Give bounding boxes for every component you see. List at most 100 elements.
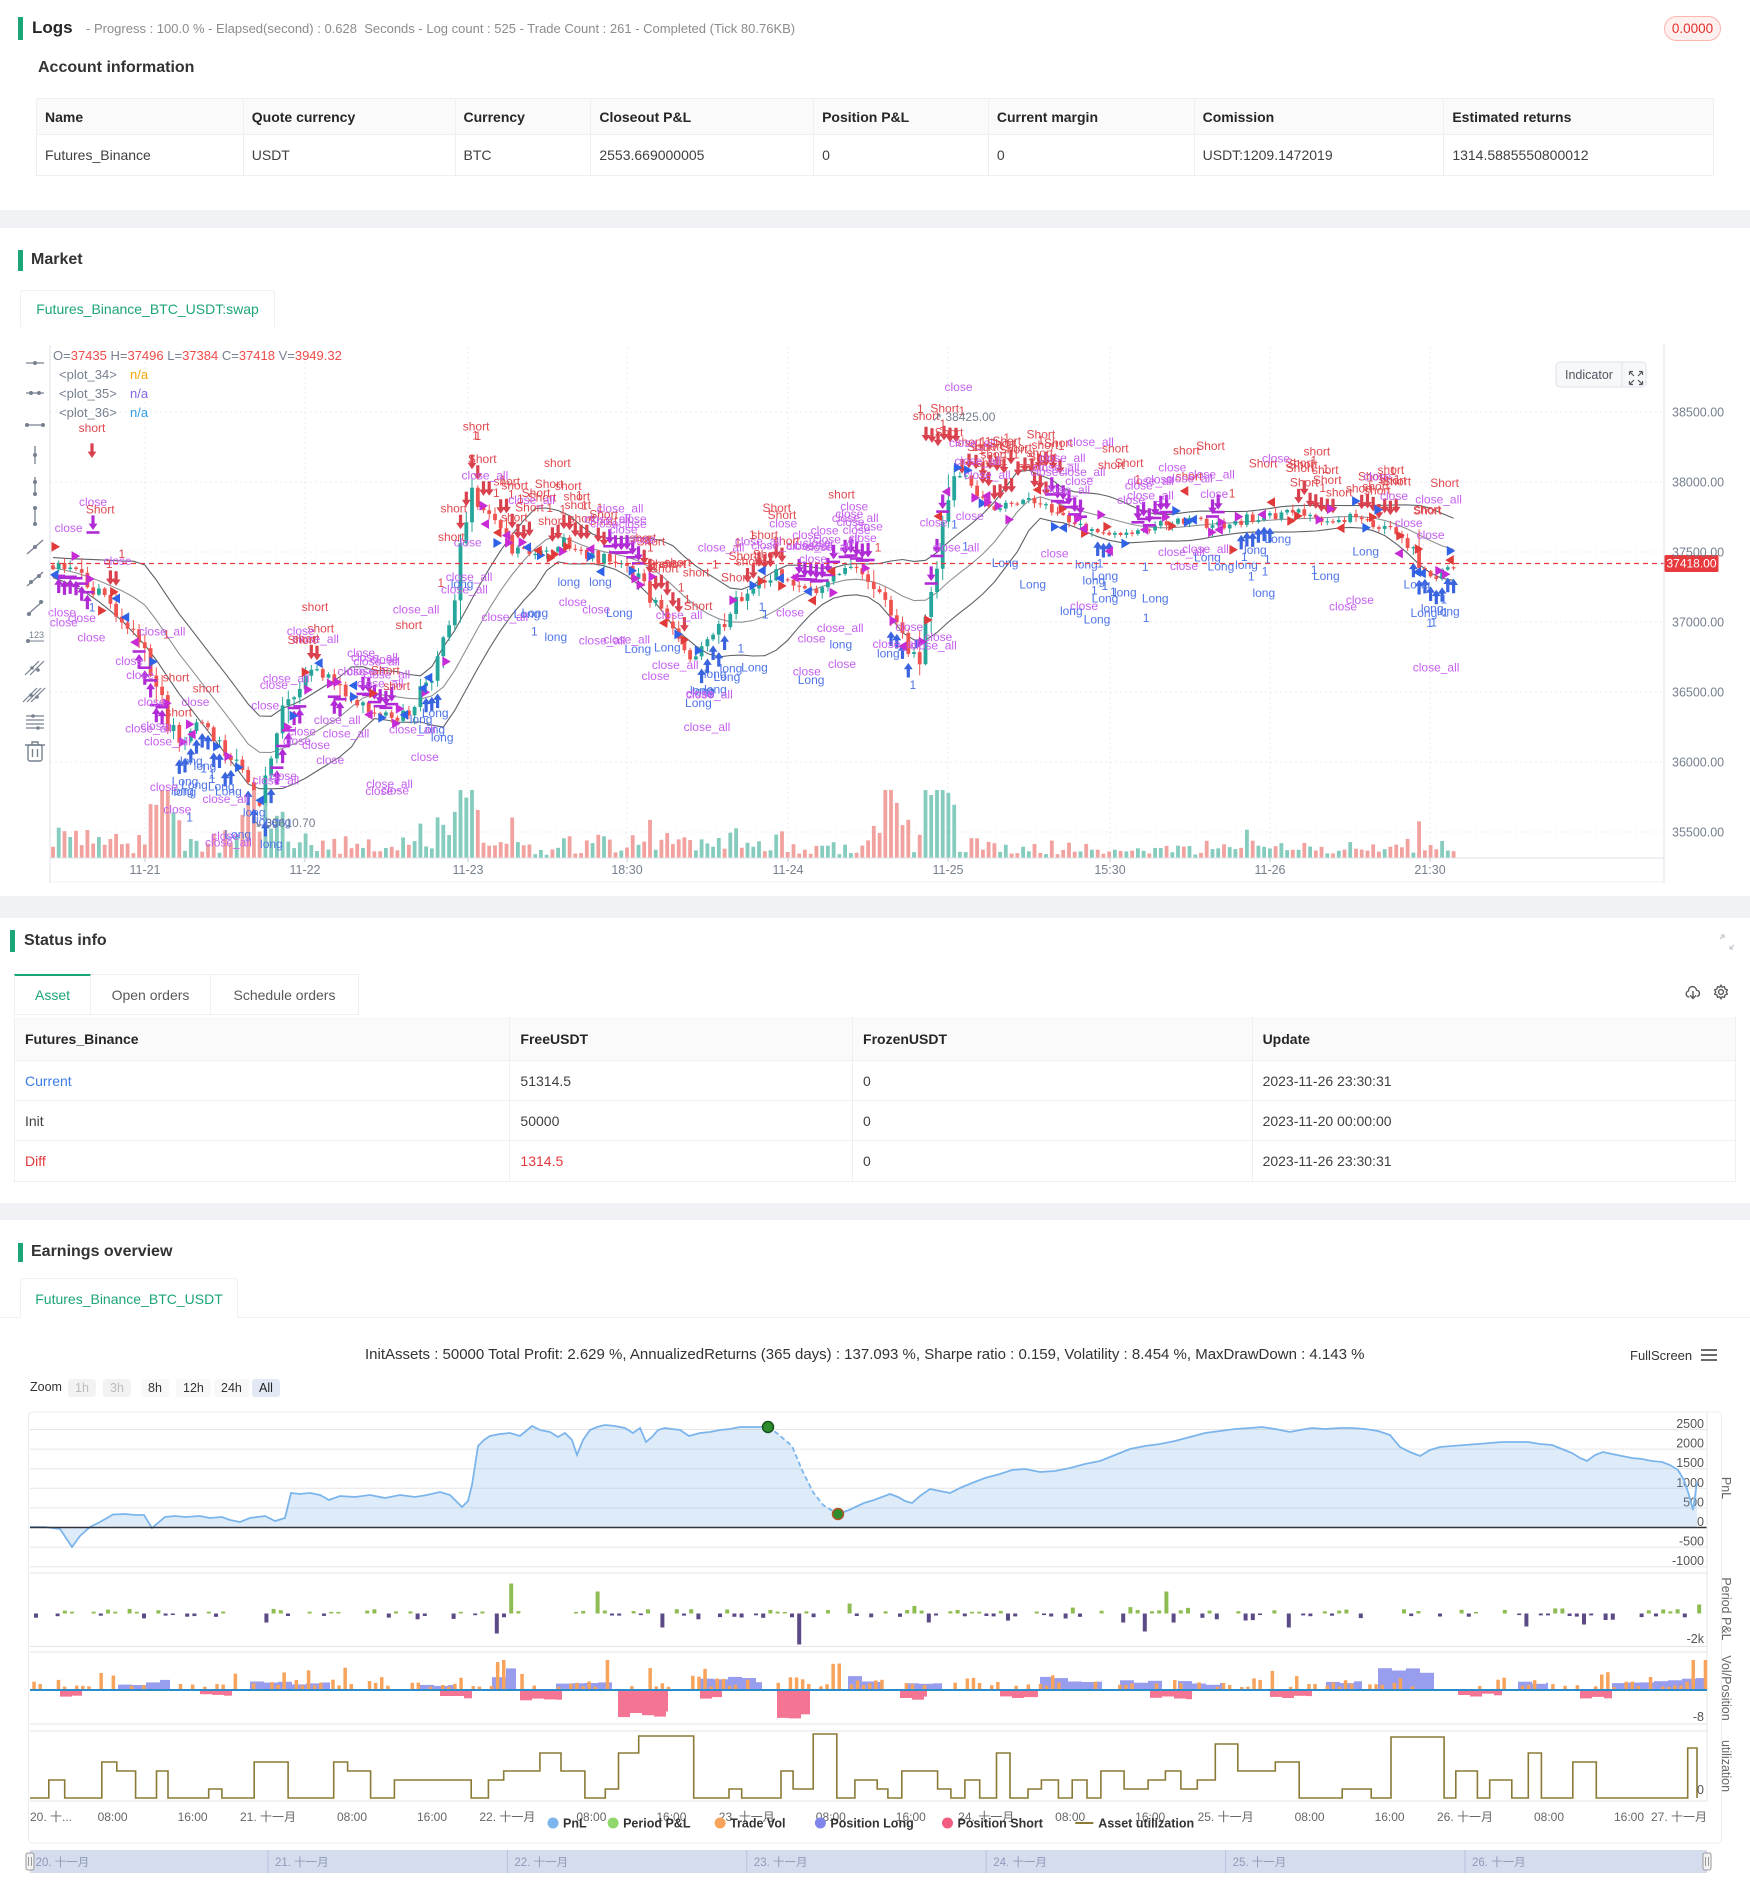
svg-text:Long: Long bbox=[224, 827, 251, 841]
svg-text:Long: Long bbox=[215, 785, 242, 799]
svg-text:↗ 38425.00: ↗ 38425.00 bbox=[932, 410, 996, 424]
svg-text:1: 1 bbox=[209, 772, 216, 786]
svg-text:Short: Short bbox=[1382, 474, 1411, 488]
svg-text:1: 1 bbox=[106, 557, 113, 571]
svg-text:Short: Short bbox=[967, 440, 996, 454]
svg-text:short: short bbox=[302, 600, 329, 614]
svg-text:long: long bbox=[704, 667, 727, 681]
svg-text:short: short bbox=[165, 706, 192, 720]
svg-text:-8: -8 bbox=[1693, 1710, 1704, 1724]
svg-text:close: close bbox=[855, 520, 883, 534]
svg-text:short: short bbox=[193, 681, 220, 695]
svg-text:Short: Short bbox=[935, 426, 964, 440]
svg-text:Position Long: Position Long bbox=[830, 1817, 913, 1831]
svg-text:22. 十一月: 22. 十一月 bbox=[514, 1855, 568, 1869]
svg-text:08:00: 08:00 bbox=[1055, 1810, 1085, 1824]
svg-text:close_all: close_all bbox=[949, 436, 996, 450]
svg-text:1: 1 bbox=[1430, 616, 1437, 630]
svg-text:close_all: close_all bbox=[579, 634, 626, 648]
svg-text:long: long bbox=[410, 713, 433, 727]
svg-text:close: close bbox=[411, 750, 439, 764]
svg-text:close: close bbox=[792, 528, 820, 542]
svg-text:Short: Short bbox=[1028, 450, 1057, 464]
svg-text:0: 0 bbox=[1697, 1515, 1704, 1529]
svg-text:close: close bbox=[811, 524, 839, 538]
svg-text:Long: Long bbox=[1019, 578, 1046, 592]
svg-text:long: long bbox=[1252, 586, 1275, 600]
svg-text:short: short bbox=[1102, 442, 1129, 456]
svg-text:close_all: close_all bbox=[202, 792, 249, 806]
svg-text:-500: -500 bbox=[1679, 1535, 1704, 1549]
svg-text:close_all: close_all bbox=[144, 735, 191, 749]
svg-text:close_all: close_all bbox=[1067, 435, 1114, 449]
svg-text:16:00: 16:00 bbox=[896, 1810, 926, 1824]
svg-text:short: short bbox=[293, 631, 320, 645]
svg-text:close: close bbox=[1200, 487, 1228, 501]
svg-text:close_all: close_all bbox=[389, 722, 436, 736]
svg-text:close_all: close_all bbox=[125, 722, 172, 736]
svg-text:Short: Short bbox=[762, 501, 791, 515]
svg-text:long: long bbox=[1437, 605, 1460, 619]
svg-text:Short: Short bbox=[650, 561, 679, 575]
svg-text:close: close bbox=[68, 611, 96, 625]
svg-text:1: 1 bbox=[1058, 439, 1065, 453]
svg-text:1: 1 bbox=[1248, 569, 1255, 583]
svg-text:long: long bbox=[256, 815, 279, 829]
svg-text:close_all: close_all bbox=[393, 603, 440, 617]
svg-text:Long: Long bbox=[1352, 544, 1379, 558]
svg-text:close: close bbox=[370, 653, 398, 667]
svg-text:16:00: 16:00 bbox=[417, 1810, 447, 1824]
svg-text:long: long bbox=[1244, 543, 1267, 557]
svg-text:Long: Long bbox=[1194, 551, 1221, 565]
svg-text:short: short bbox=[563, 489, 590, 503]
svg-text:close: close bbox=[126, 668, 154, 682]
svg-text:1: 1 bbox=[917, 402, 924, 416]
svg-text:16:00: 16:00 bbox=[1135, 1810, 1165, 1824]
svg-text:-2k: -2k bbox=[1687, 1632, 1705, 1646]
svg-text:Long: Long bbox=[181, 778, 208, 792]
svg-text:close_all: close_all bbox=[363, 667, 410, 681]
svg-text:close: close bbox=[1417, 528, 1445, 542]
svg-text:Short: Short bbox=[1413, 504, 1442, 518]
svg-text:Short: Short bbox=[589, 507, 618, 521]
svg-text:short: short bbox=[1018, 459, 1045, 473]
svg-text:Short: Short bbox=[1289, 457, 1318, 471]
svg-text:close_all: close_all bbox=[805, 540, 852, 554]
svg-text:Short: Short bbox=[86, 503, 115, 517]
svg-text:close_all: close_all bbox=[1158, 545, 1205, 559]
svg-text:long: long bbox=[173, 785, 196, 799]
svg-text:close: close bbox=[641, 669, 669, 683]
svg-text:close: close bbox=[50, 615, 78, 629]
svg-text:Long: Long bbox=[1091, 569, 1118, 583]
svg-text:Long: Long bbox=[521, 606, 548, 620]
svg-text:↘ 35610.70: ↘ 35610.70 bbox=[252, 816, 316, 830]
svg-text:close_all: close_all bbox=[353, 654, 400, 668]
svg-text:Long: Long bbox=[172, 774, 199, 788]
svg-text:Short: Short bbox=[647, 557, 676, 571]
svg-text:close_all: close_all bbox=[338, 664, 385, 678]
svg-text:Short: Short bbox=[1286, 461, 1315, 475]
svg-text:1: 1 bbox=[985, 435, 992, 449]
svg-text:long: long bbox=[171, 784, 194, 798]
svg-text:37418.00: 37418.00 bbox=[1666, 557, 1716, 571]
svg-text:16:00: 16:00 bbox=[1375, 1810, 1405, 1824]
svg-text:close_all: close_all bbox=[597, 501, 644, 515]
svg-text:1: 1 bbox=[1311, 563, 1318, 577]
svg-text:1: 1 bbox=[1319, 481, 1326, 495]
svg-text:26. 十一月: 26. 十一月 bbox=[1437, 1810, 1493, 1824]
svg-text:close: close bbox=[803, 536, 831, 550]
svg-text:long: long bbox=[260, 837, 283, 851]
svg-text:long: long bbox=[704, 682, 727, 696]
svg-text:Short: Short bbox=[987, 437, 1016, 451]
svg-text:Long: Long bbox=[422, 706, 449, 720]
svg-text:1: 1 bbox=[1101, 579, 1108, 593]
svg-text:1: 1 bbox=[712, 558, 719, 572]
svg-text:21. 十一月: 21. 十一月 bbox=[275, 1855, 329, 1869]
svg-text:1: 1 bbox=[531, 625, 538, 639]
svg-text:close: close bbox=[1117, 493, 1145, 507]
svg-text:close: close bbox=[1170, 559, 1198, 573]
svg-text:1: 1 bbox=[89, 601, 96, 615]
svg-text:short: short bbox=[1312, 463, 1339, 477]
svg-text:close: close bbox=[686, 687, 714, 701]
svg-text:1: 1 bbox=[972, 440, 979, 454]
